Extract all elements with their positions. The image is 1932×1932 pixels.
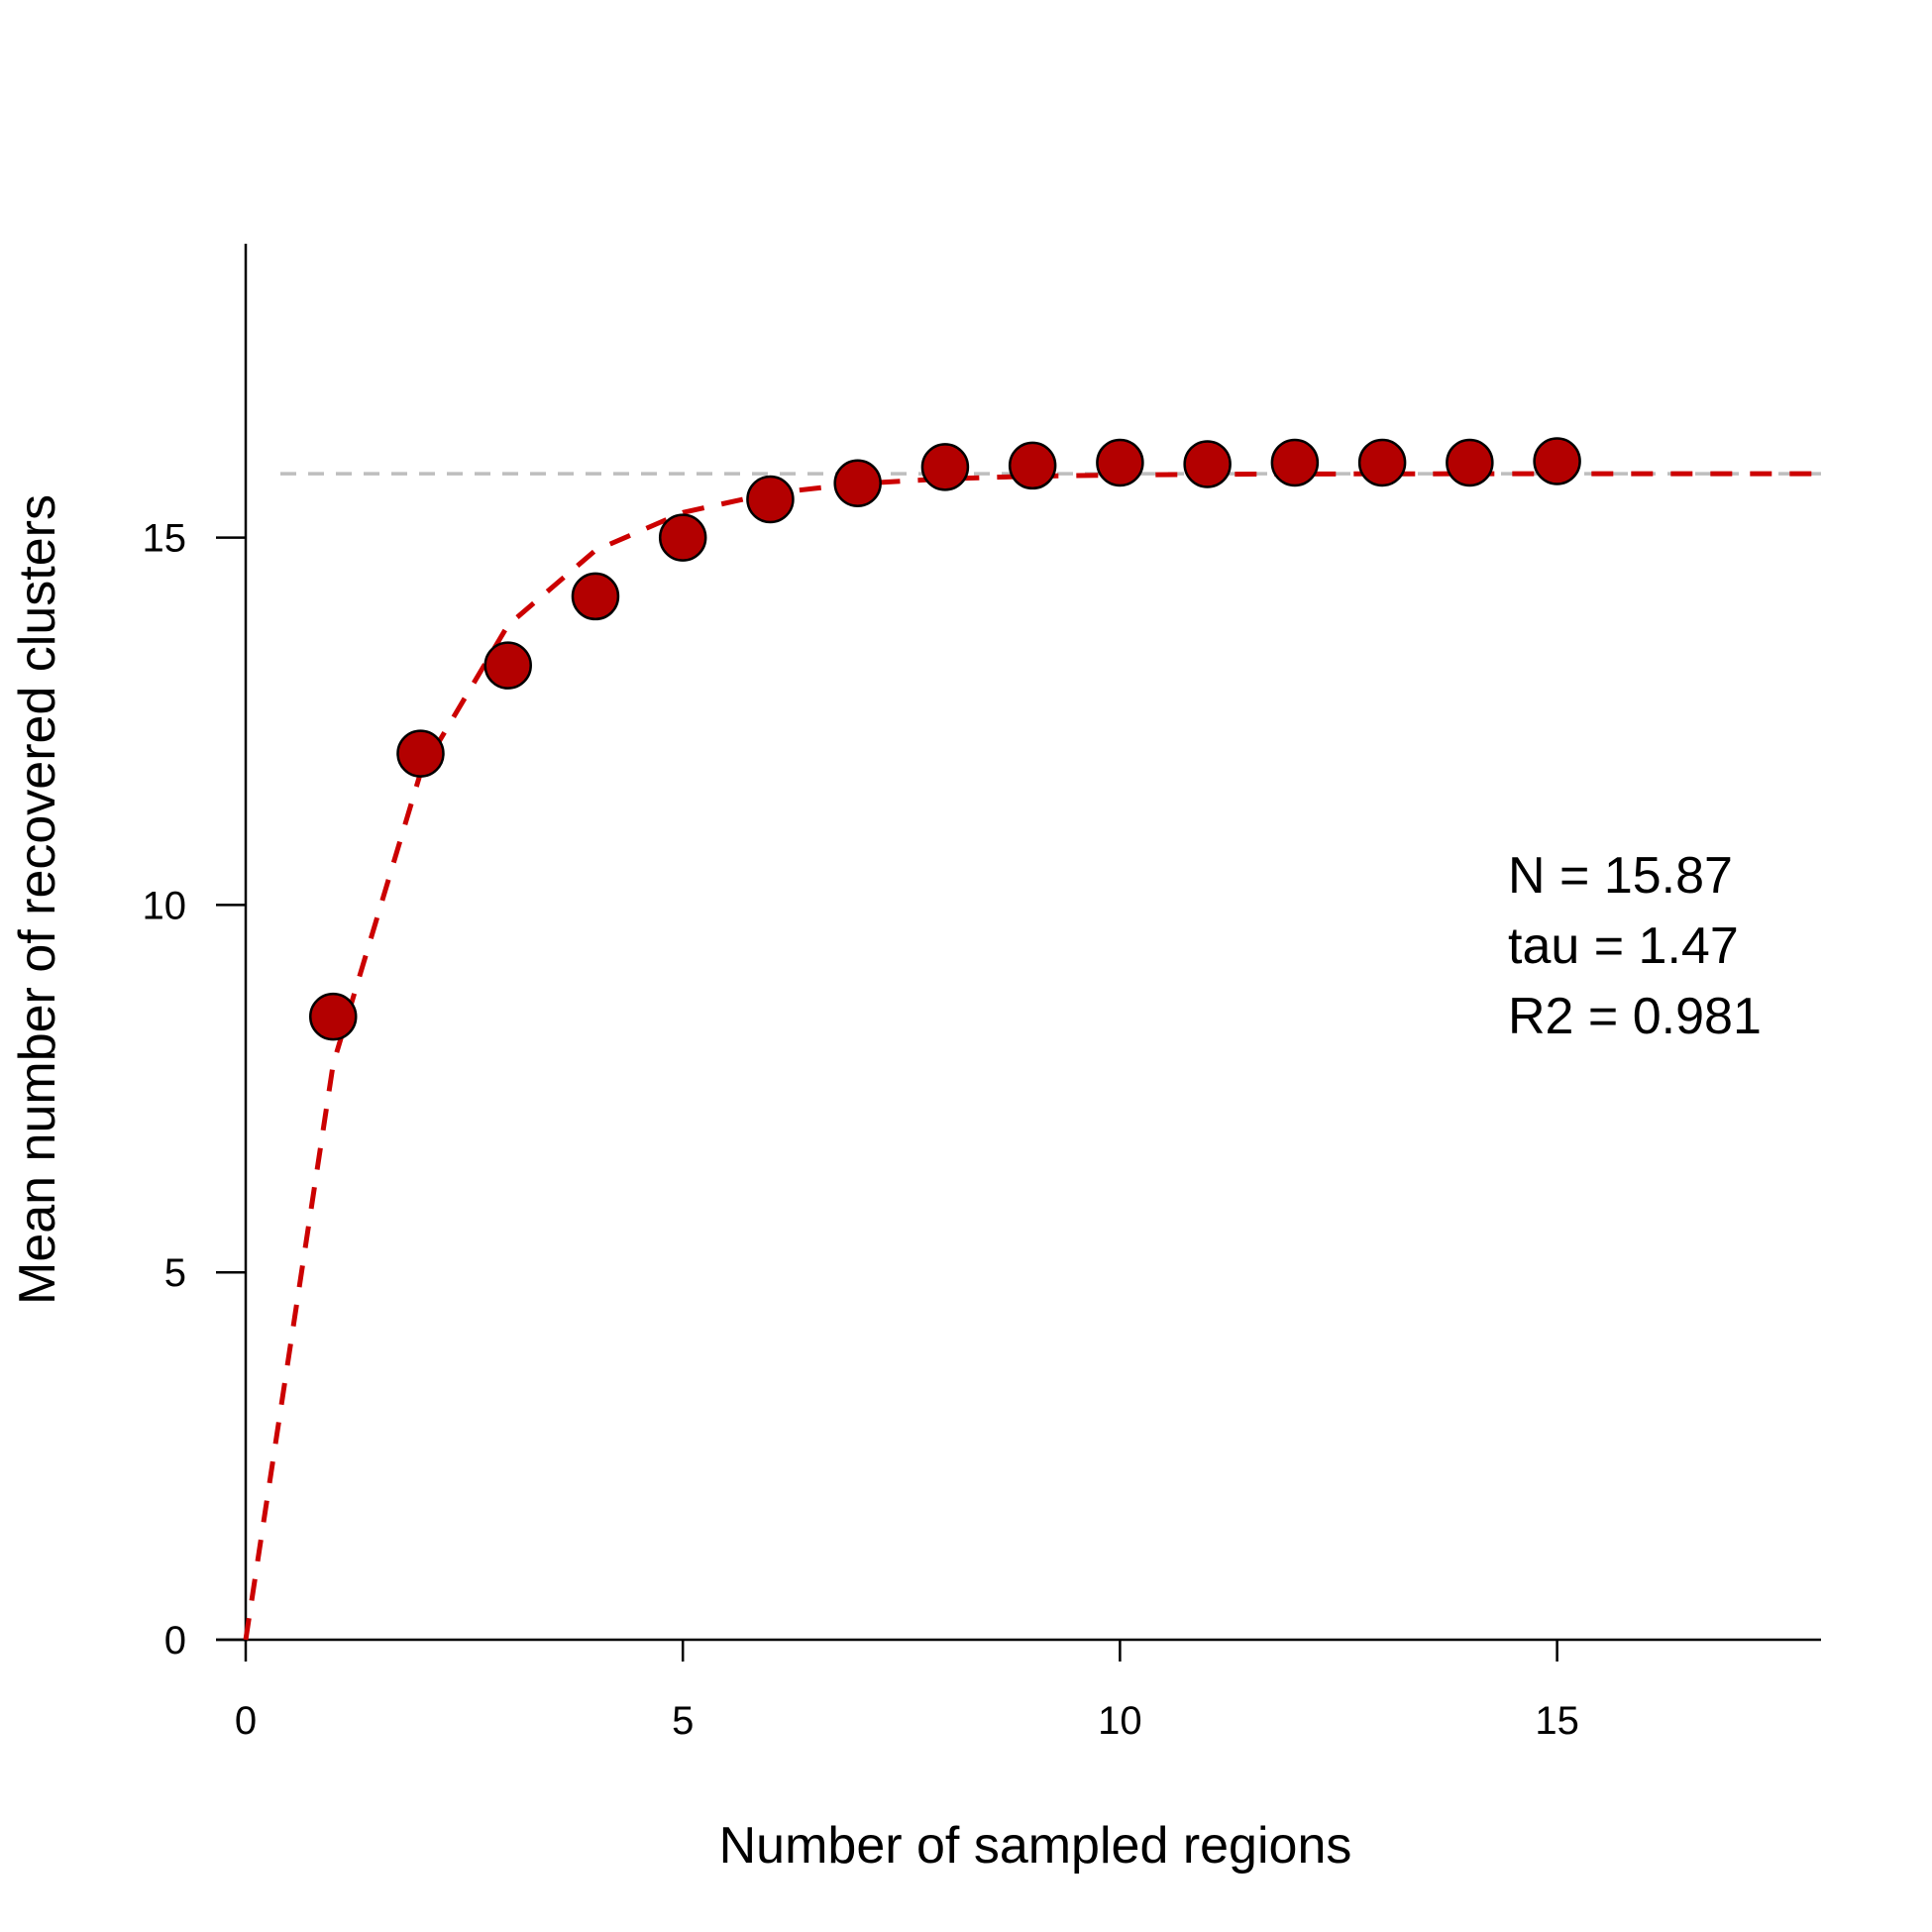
x-tick-label-5: 5	[672, 1699, 694, 1743]
ticks: 0 5 10 15 0 5 10 15	[143, 517, 1579, 1743]
fit-curve	[243, 471, 1820, 1641]
axes	[216, 244, 1821, 1642]
data-point-6	[746, 475, 795, 524]
data-point-11	[1183, 440, 1232, 488]
data-point-12	[1270, 438, 1320, 487]
data-point-3	[483, 641, 532, 690]
points-layer	[308, 437, 1581, 1041]
data-point-10	[1096, 438, 1144, 487]
y-axis-title: Mean number of recovered clusters	[9, 494, 66, 1305]
data-point-9	[1008, 441, 1057, 490]
data-point-8	[920, 443, 970, 491]
fit-statistics: N = 15.87 tau = 1.47 R2 = 0.981	[1508, 847, 1762, 1045]
data-point-14	[1446, 438, 1494, 487]
data-point-7	[833, 459, 882, 507]
y-tick-label-15: 15	[143, 517, 187, 561]
data-point-2	[396, 729, 445, 778]
fit-layer	[243, 471, 1820, 1641]
data-point-13	[1357, 438, 1407, 487]
y-tick-label-5: 5	[164, 1251, 186, 1295]
stat-r2: R2 = 0.981	[1508, 988, 1762, 1045]
data-point-4	[571, 572, 620, 621]
x-tick-label-10: 10	[1098, 1699, 1142, 1743]
x-tick-label-15: 15	[1535, 1699, 1579, 1743]
stat-tau: tau = 1.47	[1508, 917, 1739, 975]
x-tick-label-0: 0	[235, 1699, 257, 1743]
data-point-5	[658, 513, 707, 562]
y-tick-label-0: 0	[164, 1619, 186, 1663]
data-point-15	[1533, 437, 1581, 485]
y-tick-label-10: 10	[143, 884, 187, 927]
stat-n: N = 15.87	[1508, 847, 1733, 905]
data-point-1	[308, 992, 358, 1041]
x-axis-title: Number of sampled regions	[719, 1817, 1352, 1875]
